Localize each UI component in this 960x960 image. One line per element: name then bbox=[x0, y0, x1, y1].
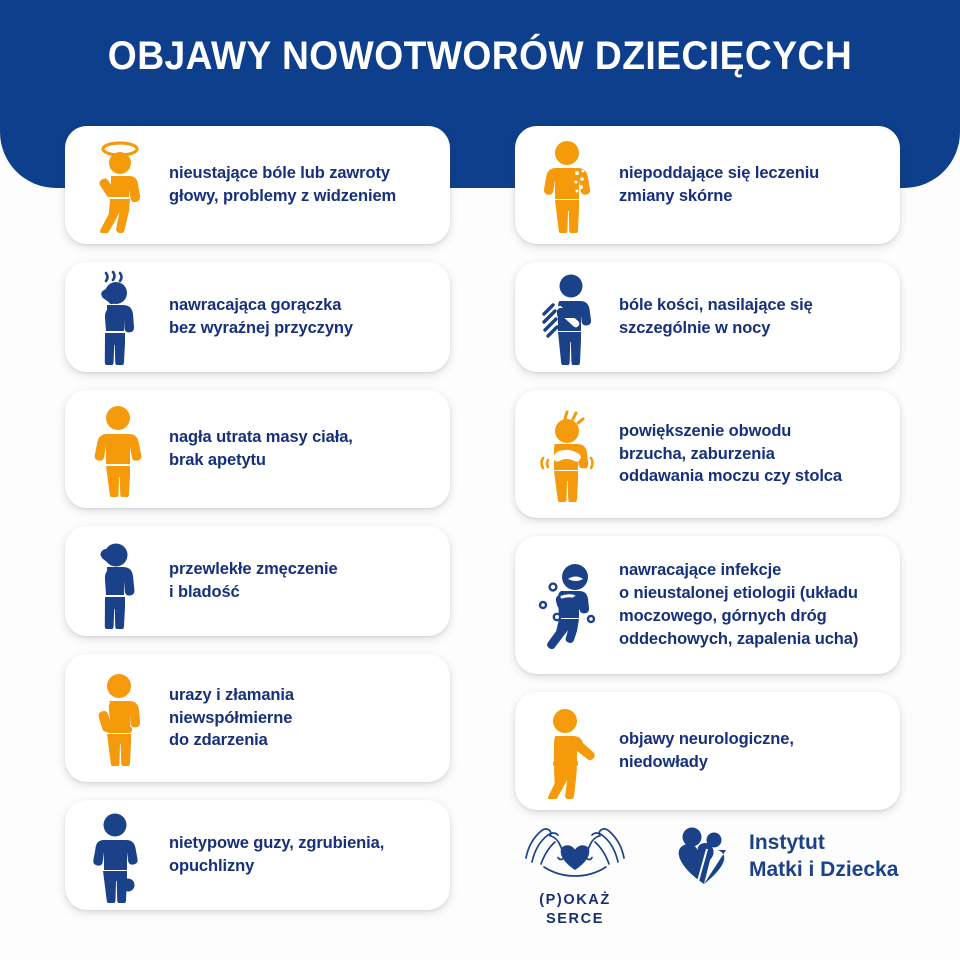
page-title: OBJAWY NOWOTWORÓW DZIECIĘCYCH bbox=[107, 34, 853, 78]
symptom-card[interactable]: powiększenie obwodu brzucha, zaburzenia … bbox=[515, 390, 900, 518]
symptom-card[interactable]: urazy i złamania niewspółmierne do zdarz… bbox=[65, 654, 450, 782]
pokaz-serce-line2: SERCE bbox=[546, 911, 604, 927]
lump-person-icon bbox=[81, 807, 159, 903]
symptom-card[interactable]: nieustające bóle lub zawroty głowy, prob… bbox=[65, 126, 450, 244]
mother-child-heart-icon bbox=[678, 827, 726, 886]
symptom-card[interactable]: przewlekłe zmęczenie i bladość bbox=[65, 526, 450, 636]
symptoms-column-right: niepoddające się leczeniu zmiany skórne bbox=[515, 126, 900, 828]
symptom-card[interactable]: objawy neurologiczne, niedowłady bbox=[515, 692, 900, 810]
symptom-card[interactable]: nawracająca gorączka bez wyraźnej przycz… bbox=[65, 262, 450, 372]
symptom-text: nietypowe guzy, zgrubienia, opuchlizny bbox=[169, 834, 385, 875]
hands-heart-icon bbox=[525, 828, 625, 877]
instytut-matki-i-dziecka-logo[interactable]: Instytut Matki i Dziecka bbox=[673, 800, 898, 888]
symptom-text: urazy i złamania niewspółmierne do zdarz… bbox=[169, 685, 294, 750]
bone-pain-person-icon bbox=[531, 269, 609, 365]
symptom-text: nawracające infekcje o nieustalonej etio… bbox=[619, 561, 859, 648]
symptom-text: nagła utrata masy ciała, brak apetytu bbox=[169, 428, 353, 469]
dizzy-person-icon bbox=[81, 137, 159, 233]
symptom-card[interactable]: nawracające infekcje o nieustalonej etio… bbox=[515, 536, 900, 674]
instytut-line2: Matki i Dziecka bbox=[749, 858, 899, 881]
symptom-card[interactable]: niepoddające się leczeniu zmiany skórne bbox=[515, 126, 900, 244]
symptom-text: nawracająca gorączka bez wyraźnej przycz… bbox=[169, 296, 353, 337]
weight-loss-person-icon bbox=[81, 401, 159, 497]
logo-row: (P)OKAŻ SERCE Instytut Matki i Dziecka bbox=[515, 800, 915, 940]
skin-lesion-person-icon bbox=[531, 137, 609, 233]
fatigue-person-icon bbox=[81, 533, 159, 629]
symptom-text: przewlekłe zmęczenie i bladość bbox=[169, 560, 338, 601]
symptom-text: nieustające bóle lub zawroty głowy, prob… bbox=[169, 164, 397, 205]
instytut-line1: Instytut bbox=[749, 831, 825, 855]
neurological-person-icon bbox=[531, 703, 609, 799]
symptoms-column-left: nieustające bóle lub zawroty głowy, prob… bbox=[65, 126, 450, 928]
symptom-text: objawy neurologiczne, niedowłady bbox=[619, 730, 794, 771]
pokaz-serce-line1: (P)OKAŻ bbox=[539, 892, 611, 908]
fever-person-icon bbox=[81, 269, 159, 365]
symptom-card[interactable]: nagła utrata masy ciała, brak apetytu bbox=[65, 390, 450, 508]
symptom-text: bóle kości, nasilające się szczególnie w… bbox=[619, 296, 813, 337]
symptom-text: powiększenie obwodu brzucha, zaburzenia … bbox=[619, 421, 842, 486]
symptom-card[interactable]: nietypowe guzy, zgrubienia, opuchlizny bbox=[65, 800, 450, 910]
abdominal-pain-person-icon bbox=[531, 406, 609, 502]
symptom-text: niepoddające się leczeniu zmiany skórne bbox=[619, 164, 820, 205]
instytut-label: Instytut Matki i Dziecka bbox=[749, 830, 898, 884]
infection-person-icon bbox=[531, 557, 609, 653]
pokaz-serce-logo[interactable]: (P)OKAŻ SERCE bbox=[515, 800, 635, 927]
symptom-card[interactable]: bóle kości, nasilające się szczególnie w… bbox=[515, 262, 900, 372]
injury-person-icon bbox=[81, 670, 159, 766]
